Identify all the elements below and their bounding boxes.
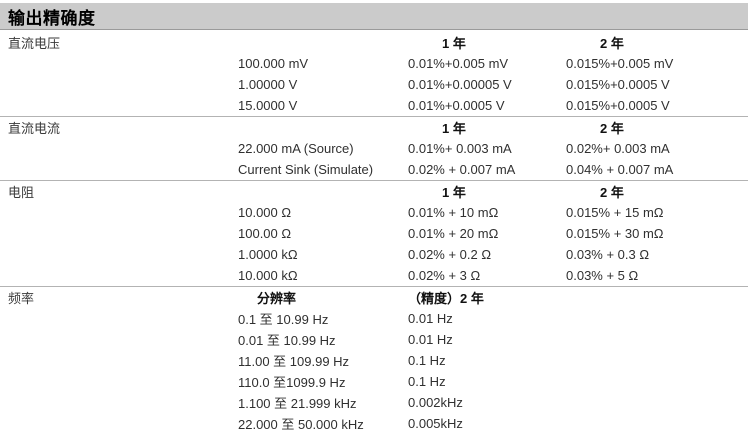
range-cell: 0.1 至 10.99 Hz bbox=[238, 312, 329, 327]
section-header-row: 频率 分辨率 （精度）2 年 bbox=[0, 287, 748, 308]
range-cell: 11.00 至 109.99 Hz bbox=[238, 354, 350, 369]
section-dc-current: 直流电流 1 年 2 年 22.000 mA (Source) 0.01%+ 0… bbox=[0, 116, 748, 180]
resolution-cell: 0.005kHz bbox=[408, 416, 463, 431]
page-title: 输出精确度 bbox=[8, 8, 96, 28]
accuracy-table: 直流电压 1 年 2 年 100.000 mV 0.01%+0.005 mV 0… bbox=[0, 32, 748, 434]
page-title-bar: 输出精确度 bbox=[0, 3, 748, 30]
table-row: 1.100 至 21.999 kHz 0.002kHz bbox=[0, 392, 748, 413]
range-cell: 22.000 mA (Source) bbox=[238, 141, 354, 156]
accuracy-2yr-cell: 0.015%+0.0005 V bbox=[566, 98, 670, 113]
col-header-resolution: 分辨率 bbox=[257, 291, 297, 306]
range-cell: 15.0000 V bbox=[238, 98, 298, 113]
section-header-row: 电阻 1 年 2 年 bbox=[0, 181, 748, 202]
section-frequency: 频率 分辨率 （精度）2 年 0.1 至 10.99 Hz 0.01 Hz 0.… bbox=[0, 286, 748, 434]
resolution-cell: 0.002kHz bbox=[408, 395, 463, 410]
col-header-1yr: 1 年 bbox=[442, 36, 466, 51]
table-row: 0.1 至 10.99 Hz 0.01 Hz bbox=[0, 308, 748, 329]
resolution-cell: 0.1 Hz bbox=[408, 374, 446, 389]
resolution-cell: 0.1 Hz bbox=[408, 353, 446, 368]
col-header-1yr: 1 年 bbox=[442, 121, 466, 136]
table-row: 100.00 Ω 0.01% + 20 mΩ 0.015% + 30 mΩ bbox=[0, 223, 748, 244]
col-header-2yr: 2 年 bbox=[600, 185, 624, 200]
table-row: 10.000 Ω 0.01% + 10 mΩ 0.015% + 15 mΩ bbox=[0, 202, 748, 223]
range-cell: 100.000 mV bbox=[238, 56, 309, 71]
table-row: 1.0000 kΩ 0.02% + 0.2 Ω 0.03% + 0.3 Ω bbox=[0, 244, 748, 265]
accuracy-1yr-cell: 0.01%+0.0005 V bbox=[408, 98, 505, 113]
section-header-row: 直流电压 1 年 2 年 bbox=[0, 32, 748, 53]
accuracy-2yr-cell: 0.015% + 15 mΩ bbox=[566, 205, 664, 220]
table-row: 100.000 mV 0.01%+0.005 mV 0.015%+0.005 m… bbox=[0, 53, 748, 74]
accuracy-2yr-cell: 0.03% + 0.3 Ω bbox=[566, 247, 650, 262]
range-cell: Current Sink (Simulate) bbox=[238, 162, 374, 177]
table-row: 22.000 mA (Source) 0.01%+ 0.003 mA 0.02%… bbox=[0, 138, 748, 159]
section-header-row: 直流电流 1 年 2 年 bbox=[0, 117, 748, 138]
section-name: 频率 bbox=[8, 291, 35, 306]
accuracy-2yr-cell: 0.015%+0.0005 V bbox=[566, 77, 670, 92]
table-row: 0.01 至 10.99 Hz 0.01 Hz bbox=[0, 329, 748, 350]
accuracy-1yr-cell: 0.01%+ 0.003 mA bbox=[408, 141, 512, 156]
range-cell: 1.100 至 21.999 kHz bbox=[238, 396, 357, 411]
table-row: 22.000 至 50.000 kHz 0.005kHz bbox=[0, 413, 748, 434]
section-name: 直流电压 bbox=[8, 36, 61, 51]
table-row: 110.0 至1099.9 Hz 0.1 Hz bbox=[0, 371, 748, 392]
table-row: 10.000 kΩ 0.02% + 3 Ω 0.03% + 5 Ω bbox=[0, 265, 748, 286]
section-name: 电阻 bbox=[8, 185, 35, 200]
accuracy-1yr-cell: 0.01%+0.005 mV bbox=[408, 56, 509, 71]
range-cell: 10.000 Ω bbox=[238, 205, 292, 220]
section-resistance: 电阻 1 年 2 年 10.000 Ω 0.01% + 10 mΩ 0.015%… bbox=[0, 180, 748, 286]
table-row: 1.00000 V 0.01%+0.00005 V 0.015%+0.0005 … bbox=[0, 74, 748, 95]
accuracy-1yr-cell: 0.02% + 3 Ω bbox=[408, 268, 481, 283]
accuracy-2yr-cell: 0.015%+0.005 mV bbox=[566, 56, 674, 71]
accuracy-1yr-cell: 0.02% + 0.007 mA bbox=[408, 162, 516, 177]
range-cell: 10.000 kΩ bbox=[238, 268, 298, 283]
accuracy-2yr-cell: 0.03% + 5 Ω bbox=[566, 268, 639, 283]
col-header-accuracy-2yr: （精度）2 年 bbox=[408, 291, 484, 306]
section-name: 直流电流 bbox=[8, 121, 61, 136]
table-row: 11.00 至 109.99 Hz 0.1 Hz bbox=[0, 350, 748, 371]
accuracy-1yr-cell: 0.01%+0.00005 V bbox=[408, 77, 512, 92]
section-dc-voltage: 直流电压 1 年 2 年 100.000 mV 0.01%+0.005 mV 0… bbox=[0, 32, 748, 116]
accuracy-2yr-cell: 0.04% + 0.007 mA bbox=[566, 162, 674, 177]
col-header-1yr: 1 年 bbox=[442, 185, 466, 200]
range-cell: 0.01 至 10.99 Hz bbox=[238, 333, 336, 348]
table-row: 15.0000 V 0.01%+0.0005 V 0.015%+0.0005 V bbox=[0, 95, 748, 116]
accuracy-1yr-cell: 0.02% + 0.2 Ω bbox=[408, 247, 492, 262]
col-header-2yr: 2 年 bbox=[600, 36, 624, 51]
range-cell: 1.00000 V bbox=[238, 77, 298, 92]
range-cell: 22.000 至 50.000 kHz bbox=[238, 417, 364, 432]
table-row: Current Sink (Simulate) 0.02% + 0.007 mA… bbox=[0, 159, 748, 180]
range-cell: 100.00 Ω bbox=[238, 226, 292, 241]
accuracy-1yr-cell: 0.01% + 20 mΩ bbox=[408, 226, 499, 241]
resolution-cell: 0.01 Hz bbox=[408, 332, 453, 347]
col-header-2yr: 2 年 bbox=[600, 121, 624, 136]
accuracy-2yr-cell: 0.015% + 30 mΩ bbox=[566, 226, 664, 241]
accuracy-2yr-cell: 0.02%+ 0.003 mA bbox=[566, 141, 670, 156]
range-cell: 110.0 至1099.9 Hz bbox=[238, 375, 346, 390]
accuracy-1yr-cell: 0.01% + 10 mΩ bbox=[408, 205, 499, 220]
range-cell: 1.0000 kΩ bbox=[238, 247, 298, 262]
resolution-cell: 0.01 Hz bbox=[408, 311, 453, 326]
